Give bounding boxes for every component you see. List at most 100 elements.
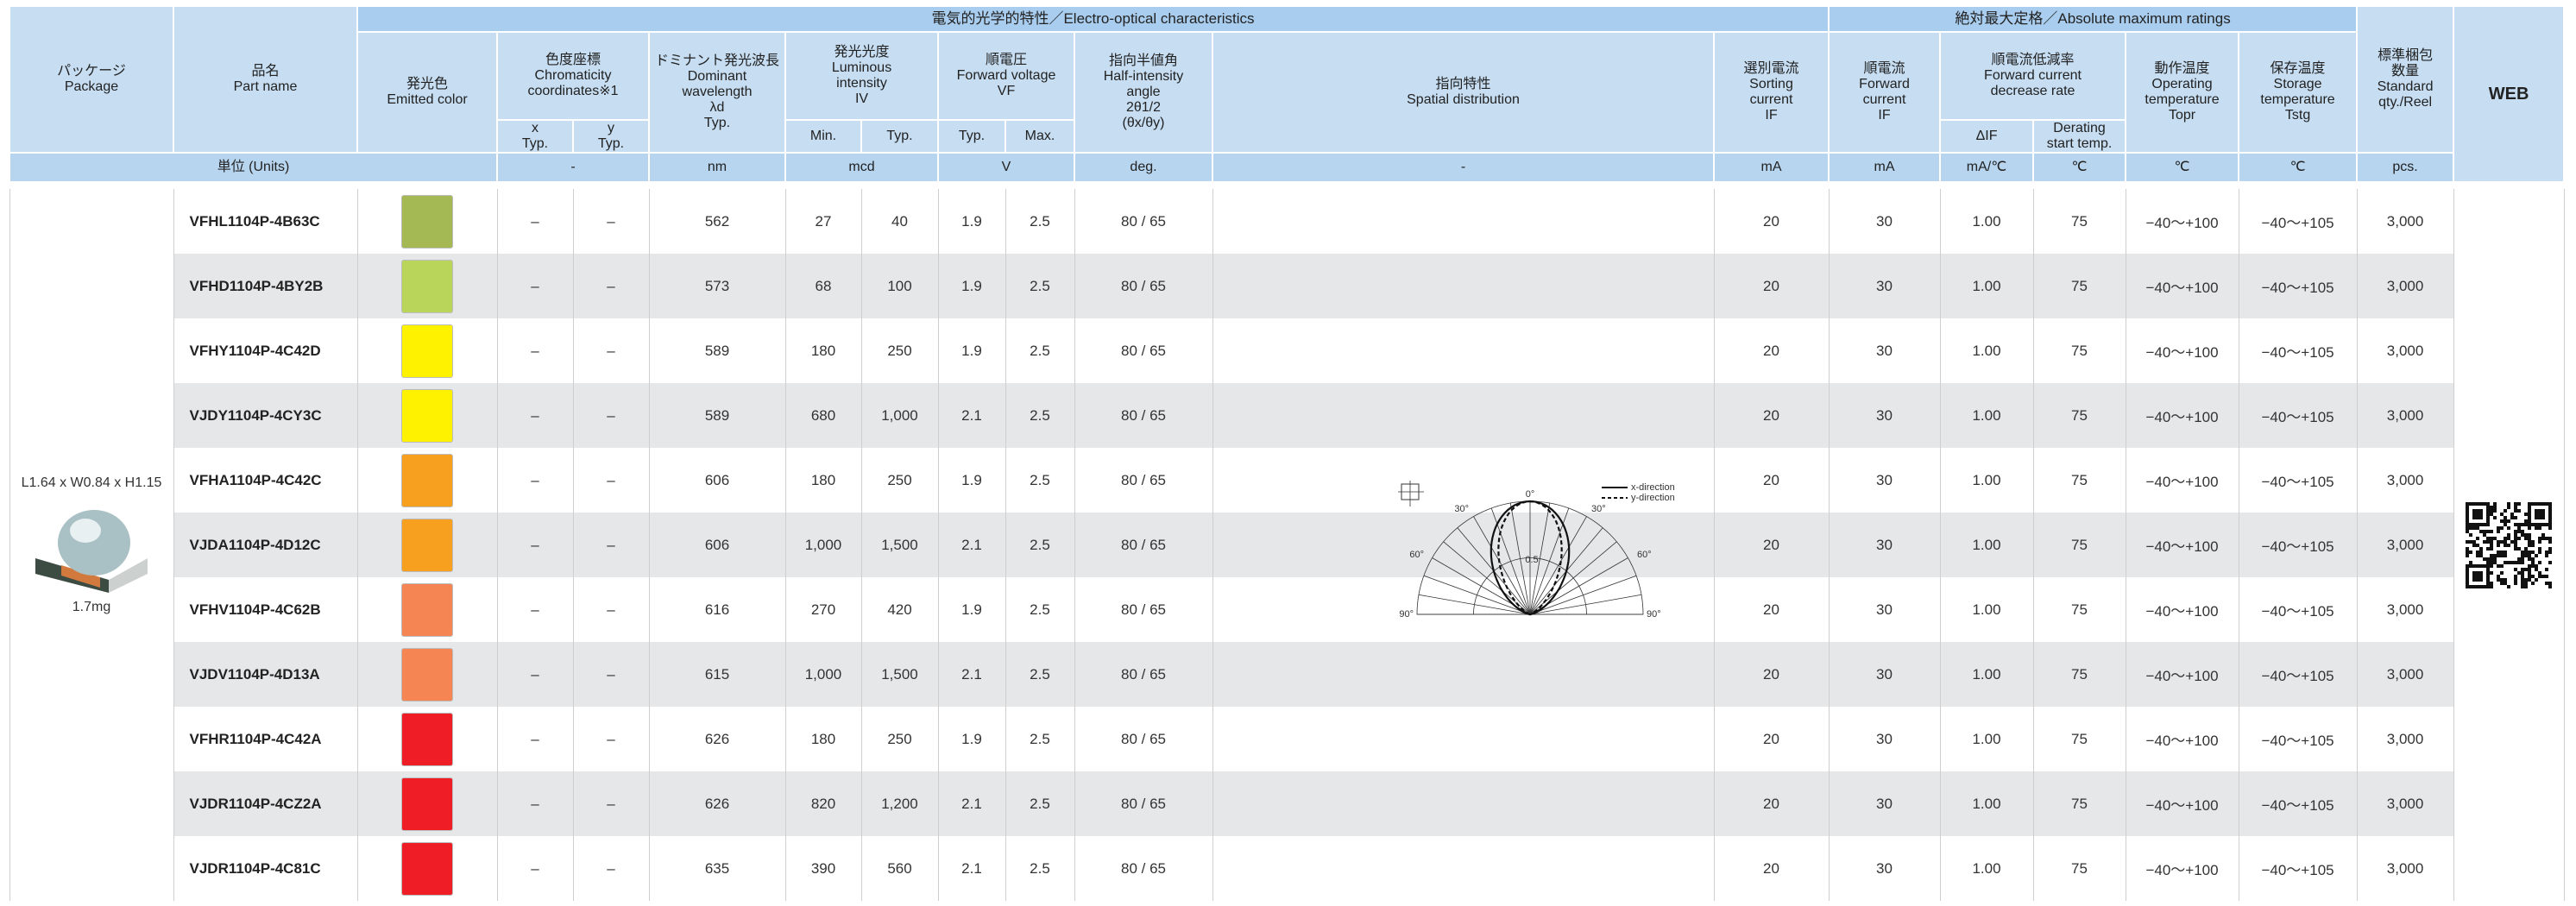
qr-module	[2548, 512, 2553, 516]
color-cell	[356, 318, 498, 383]
qr-module	[2521, 584, 2525, 588]
qr-module	[2524, 581, 2529, 585]
text-line: Package	[64, 79, 119, 94]
qr-module	[2524, 522, 2529, 526]
qr-module	[2517, 508, 2522, 513]
header-cell: 順電流低減率 Forward current decrease rate	[1939, 31, 2127, 121]
package-weight: 1.7mg	[72, 599, 111, 614]
qr-module	[2472, 543, 2477, 547]
qr-module	[2545, 574, 2549, 578]
qr-module	[2514, 515, 2518, 519]
text-line: qty./Reel	[2378, 95, 2433, 110]
data-cell: –	[496, 189, 574, 254]
data-cell: 2.1	[937, 513, 1006, 577]
qr-module	[2483, 539, 2487, 544]
qr-module	[2466, 522, 2470, 526]
spatial-cell	[1212, 707, 1715, 771]
qr-module	[2548, 546, 2553, 551]
qr-module	[2472, 515, 2477, 519]
color-swatch	[401, 841, 453, 896]
qr-module	[2548, 539, 2553, 544]
data-cell: –	[496, 836, 574, 901]
data-cell: −40〜+100	[2125, 771, 2239, 836]
data-cell: 20	[1713, 448, 1830, 513]
data-cell: 635	[648, 836, 786, 901]
qr-module	[2524, 536, 2529, 540]
data-cell: 3,000	[2356, 318, 2454, 383]
qr-module	[2472, 577, 2477, 582]
qr-module	[2472, 522, 2477, 526]
data-cell: −40〜+105	[2238, 383, 2358, 448]
data-cell: −40〜+105	[2238, 642, 2358, 707]
sub-header-cell: x Typ.	[496, 119, 574, 154]
text-line: Typ.	[597, 136, 625, 151]
qr-module	[2528, 550, 2532, 554]
qr-code	[2466, 501, 2553, 588]
qr-module	[2538, 536, 2542, 540]
qr-module	[2476, 515, 2480, 519]
header-cell: ドミナント発光波長 Dominant wavelength λd Typ.	[648, 31, 786, 154]
text-line: 選別電流	[1743, 61, 1799, 76]
spatial-cell	[1212, 642, 1715, 707]
data-row: VFHA1104P-4C42C – –606 180 250 1.9 2.5 80 / 65 2…	[9, 448, 2564, 513]
data-cell: 20	[1713, 318, 1830, 383]
qr-module	[2528, 577, 2532, 582]
qr-module	[2524, 550, 2529, 554]
qr-module	[2507, 560, 2511, 564]
data-cell: 20	[1713, 771, 1830, 836]
qr-module	[2541, 522, 2546, 526]
data-cell: –	[572, 383, 650, 448]
qr-module	[2472, 539, 2477, 544]
qr-module	[2466, 546, 2470, 551]
angle-label: 0°	[1526, 489, 1535, 500]
qr-module	[2490, 505, 2494, 509]
qr-module	[2528, 543, 2532, 547]
qr-module	[2472, 570, 2477, 575]
data-cell: 75	[2032, 513, 2126, 577]
text-line: current	[1749, 92, 1793, 107]
text-line: IF	[1765, 108, 1778, 123]
qr-module	[2486, 515, 2491, 519]
data-cell: −40〜+100	[2125, 577, 2239, 642]
qr-module	[2507, 519, 2511, 523]
qr-module	[2479, 501, 2484, 506]
qr-module	[2528, 553, 2532, 557]
qr-module	[2476, 536, 2480, 540]
qr-module	[2479, 508, 2484, 513]
qr-module	[2538, 512, 2542, 516]
data-cell: −40〜+100	[2125, 448, 2239, 513]
spatial-cell	[1212, 189, 1715, 254]
data-cell: 75	[2032, 254, 2126, 318]
data-cell: 75	[2032, 189, 2126, 254]
qr-module	[2504, 577, 2508, 582]
color-cell	[356, 448, 498, 513]
text-line: 2θ1/2	[1125, 100, 1162, 115]
header-cell: パッケージ Package	[9, 5, 174, 154]
qr-module	[2486, 567, 2491, 571]
text-line: 数量	[2391, 64, 2420, 79]
color-cell	[356, 771, 498, 836]
qr-module	[2500, 550, 2504, 554]
qr-module	[2466, 529, 2470, 533]
qr-module	[2531, 574, 2535, 578]
qr-module	[2490, 560, 2494, 564]
group-header: 電気的光学的特性／Electro-optical characteristics	[356, 5, 1830, 33]
text-line: Standard	[2377, 79, 2434, 94]
data-cell: –	[572, 707, 650, 771]
qr-module	[2490, 508, 2494, 513]
qr-module	[2476, 525, 2480, 530]
data-cell: –	[496, 707, 574, 771]
data-cell: 560	[860, 836, 939, 901]
qr-module	[2493, 505, 2497, 509]
sub-header-cell: Min.	[784, 119, 862, 154]
qr-module	[2545, 536, 2549, 540]
qr-module	[2472, 508, 2477, 513]
angle-label: 60°	[1409, 550, 1424, 560]
qr-module	[2490, 557, 2494, 561]
data-cell: 1,200	[860, 771, 939, 836]
angle-label: 60°	[1637, 550, 1652, 560]
qr-module	[2497, 525, 2501, 530]
part-name: VFHA1104P-4C42C	[173, 448, 358, 513]
qr-module	[2507, 543, 2511, 547]
